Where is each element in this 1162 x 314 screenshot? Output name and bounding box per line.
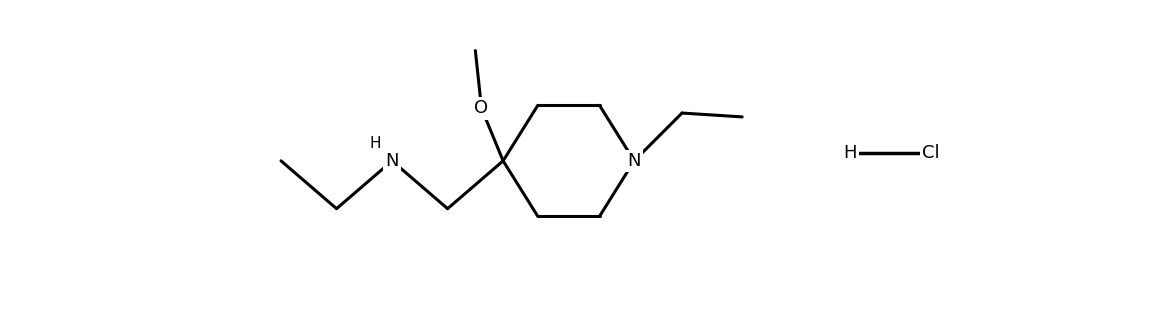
Text: N: N (386, 152, 399, 170)
Text: O: O (474, 100, 488, 117)
Text: Cl: Cl (923, 144, 940, 162)
Text: H: H (844, 144, 856, 162)
Text: H: H (370, 136, 381, 151)
Text: N: N (627, 152, 641, 170)
